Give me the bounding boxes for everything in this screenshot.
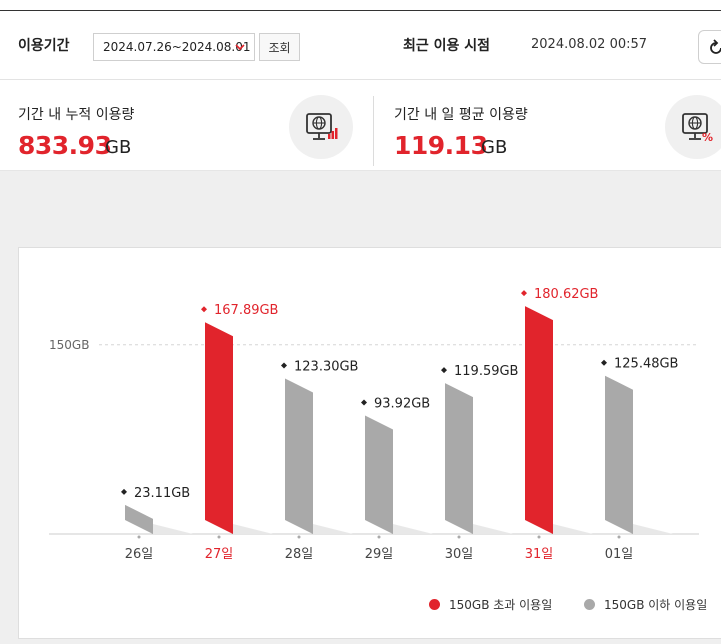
x-tick bbox=[217, 535, 221, 539]
query-button[interactable]: 조회 bbox=[259, 33, 300, 61]
monitor-signal-icon bbox=[306, 113, 338, 140]
average-usage-unit: GB bbox=[481, 137, 508, 158]
value-label: 180.62GB bbox=[534, 287, 598, 302]
legend-over: 150GB 초과 이용일 bbox=[429, 596, 552, 613]
bar bbox=[365, 415, 393, 534]
total-usage-icon-circle bbox=[289, 95, 353, 159]
value-marker bbox=[201, 306, 207, 313]
bar bbox=[205, 322, 233, 534]
category-label: 31일 bbox=[525, 547, 554, 562]
bar-shadow bbox=[153, 524, 193, 534]
bar bbox=[525, 306, 553, 534]
period-label: 이용기간 bbox=[18, 38, 70, 54]
value-marker bbox=[361, 399, 367, 406]
category-label: 01일 bbox=[605, 547, 634, 562]
bar-shadow bbox=[633, 524, 673, 534]
bar bbox=[605, 375, 633, 534]
average-usage-icon-circle: % bbox=[665, 95, 721, 159]
date-range-value: 2024.07.26~2024.08.01 bbox=[103, 40, 251, 54]
value-marker bbox=[441, 367, 447, 374]
date-range-select[interactable]: 2024.07.26~2024.08.01 bbox=[93, 33, 255, 61]
monitor-percent-icon: % bbox=[682, 113, 713, 144]
stats-divider bbox=[373, 96, 374, 166]
usage-summary: 기간 내 누적 이용량 833.93 GB 기간 내 일 평균 이용량 119.… bbox=[0, 80, 721, 170]
refresh-icon bbox=[710, 39, 721, 54]
total-usage-label: 기간 내 누적 이용량 bbox=[18, 107, 135, 123]
bar-shadow bbox=[393, 524, 433, 534]
value-marker bbox=[601, 359, 607, 366]
value-label: 125.48GB bbox=[614, 357, 678, 372]
value-label: 23.11GB bbox=[134, 486, 190, 501]
recent-use-label: 최근 이용 시점 bbox=[403, 38, 491, 54]
x-tick bbox=[617, 535, 621, 539]
value-label: 167.89GB bbox=[214, 303, 278, 318]
average-usage-value: 119.13 bbox=[394, 131, 488, 160]
period-row: 이용기간 2024.07.26~2024.08.01 조회 최근 이용 시점 2… bbox=[0, 11, 721, 80]
refresh-button[interactable] bbox=[698, 30, 721, 64]
value-label: 93.92GB bbox=[374, 397, 430, 412]
x-tick bbox=[297, 535, 301, 539]
value-marker bbox=[121, 488, 127, 495]
value-marker bbox=[281, 362, 287, 369]
total-usage-unit: GB bbox=[105, 137, 132, 158]
chevron-down-icon bbox=[235, 44, 245, 51]
value-marker bbox=[521, 290, 527, 297]
bar bbox=[125, 504, 153, 534]
legend-under: 150GB 이하 이용일 bbox=[584, 596, 707, 613]
top-border bbox=[0, 10, 721, 11]
bar-shadow bbox=[233, 524, 273, 534]
threshold-label: 150GB bbox=[49, 338, 89, 352]
category-label: 27일 bbox=[205, 547, 234, 562]
x-tick bbox=[457, 535, 461, 539]
legend-over-dot bbox=[429, 599, 440, 610]
bar-shadow bbox=[553, 524, 593, 534]
x-tick bbox=[537, 535, 541, 539]
bar bbox=[285, 378, 313, 534]
daily-usage-chart-card: 150GB 23.11GB 26일 167.89GB 27일 123.30GB 28일 93.… bbox=[18, 247, 721, 639]
category-label: 26일 bbox=[125, 547, 154, 562]
legend-under-label: 150GB 이하 이용일 bbox=[604, 598, 708, 612]
daily-usage-chart: 150GB 23.11GB 26일 167.89GB 27일 123.30GB 28일 93.… bbox=[49, 287, 699, 562]
legend-under-dot bbox=[584, 599, 595, 610]
value-label: 119.59GB bbox=[454, 364, 518, 379]
bar-shadow bbox=[313, 524, 353, 534]
total-usage-value: 833.93 bbox=[18, 131, 112, 160]
x-tick bbox=[137, 535, 141, 539]
recent-use-value: 2024.08.02 00:57 bbox=[531, 37, 648, 52]
value-label: 123.30GB bbox=[294, 359, 358, 374]
average-usage-label: 기간 내 일 평균 이용량 bbox=[394, 107, 528, 123]
x-tick bbox=[377, 535, 381, 539]
category-label: 30일 bbox=[445, 547, 474, 562]
category-label: 29일 bbox=[365, 547, 394, 562]
bar-shadow bbox=[473, 524, 513, 534]
legend-over-label: 150GB 초과 이용일 bbox=[449, 598, 553, 612]
bar bbox=[445, 383, 473, 534]
svg-text:%: % bbox=[702, 131, 713, 144]
category-label: 28일 bbox=[285, 547, 314, 562]
